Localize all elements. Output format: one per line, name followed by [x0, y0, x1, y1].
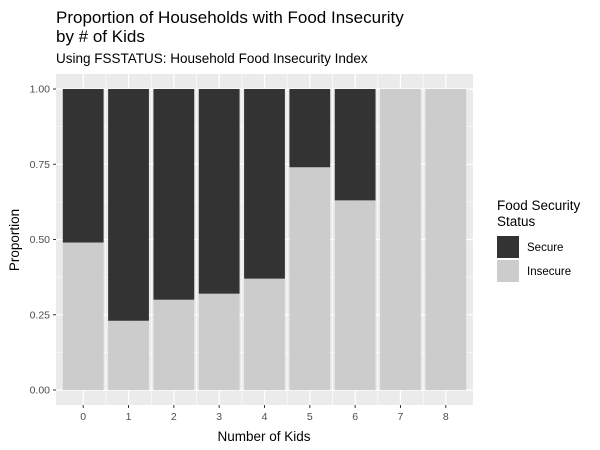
y-tick-label: 0.25: [30, 309, 51, 321]
legend-title: Status: [497, 214, 536, 229]
bar-secure-2: [153, 89, 195, 300]
chart-title: Proportion of Households with Food Insec…: [56, 8, 404, 27]
x-tick-label: 6: [352, 411, 358, 423]
legend-label-insecure: Insecure: [527, 266, 571, 278]
bar-insecure-8: [425, 89, 467, 390]
bar-insecure-3: [198, 293, 240, 390]
legend-key-insecure: [497, 260, 519, 282]
legend-key-secure: [497, 236, 519, 258]
bar-secure-6: [334, 89, 376, 201]
y-tick-label: 1.00: [30, 84, 51, 96]
x-tick-label: 8: [443, 411, 449, 423]
x-tick-label: 5: [307, 411, 313, 423]
bar-insecure-5: [289, 167, 331, 390]
x-tick-label: 4: [262, 411, 268, 423]
y-tick-label: 0.00: [30, 385, 51, 397]
x-tick-label: 7: [398, 411, 404, 423]
x-tick-label: 1: [126, 411, 132, 423]
x-tick-label: 3: [216, 411, 222, 423]
x-axis-title: Number of Kids: [217, 429, 310, 444]
legend-title: Food Security: [497, 198, 581, 213]
bar-insecure-0: [62, 242, 104, 390]
bar-secure-0: [62, 89, 104, 243]
bar-secure-4: [244, 89, 285, 279]
x-tick-label: 2: [171, 411, 177, 423]
y-axis: 0.00 0.25 0.50 0.75 1.00: [30, 84, 56, 397]
y-axis-title: Proportion: [7, 209, 22, 271]
bar-secure-1: [108, 89, 149, 321]
x-axis: 0 1 2 3 4 5 6 7 8: [80, 405, 449, 423]
legend-label-secure: Secure: [527, 242, 563, 254]
y-tick-label: 0.75: [30, 159, 51, 171]
bar-insecure-7: [380, 89, 421, 390]
x-tick-label: 0: [80, 411, 86, 423]
bar-insecure-6: [334, 200, 376, 390]
bar-secure-5: [289, 89, 331, 168]
bar-insecure-1: [108, 320, 149, 390]
chart-title-line-2: by # of Kids: [56, 27, 145, 46]
bar-secure-3: [198, 89, 240, 294]
bar-insecure-2: [153, 299, 195, 390]
bars: [62, 89, 467, 390]
bar-insecure-4: [244, 278, 285, 390]
y-tick-label: 0.50: [30, 234, 51, 246]
chart-subtitle: Using FSSTATUS: Household Food Insecurit…: [56, 51, 368, 66]
